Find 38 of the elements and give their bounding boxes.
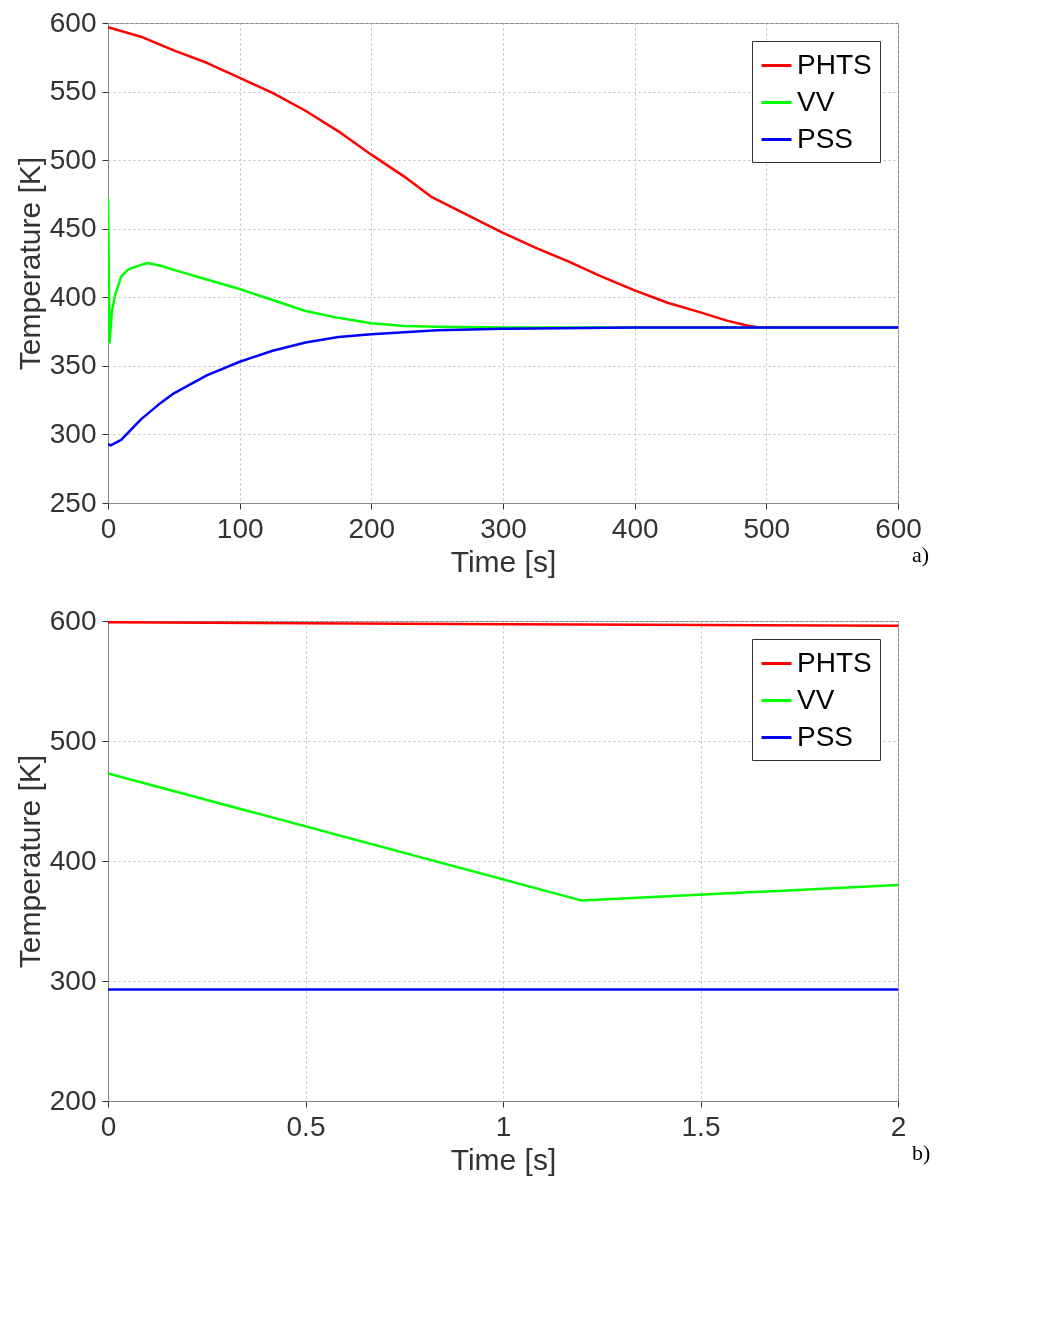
x-tick-label: 1.5 [681, 1110, 721, 1142]
x-tick-label: 300 [480, 512, 527, 544]
y-tick-label: 200 [49, 1084, 97, 1116]
x-tick-label: 200 [348, 512, 396, 544]
x-tick-label: 2 [890, 1110, 907, 1142]
text: b) [912, 1140, 931, 1165]
line-series [108, 326, 898, 447]
y-tick-label: 250 [49, 486, 97, 518]
y-tick-label: 600 [49, 6, 97, 38]
x-tick-label: 100 [216, 512, 264, 544]
legend-label: VV [797, 85, 835, 117]
y-tick-label: 300 [49, 964, 97, 996]
y-tick-label: 450 [49, 212, 97, 244]
y-axis-title: Temperature [K] [12, 754, 46, 969]
text: a) [912, 542, 930, 567]
y-tick-label: 400 [49, 844, 97, 876]
legend-label: VV [797, 683, 835, 715]
x-tick-label: 0.5 [286, 1110, 326, 1142]
x-axis-title: Time [s] [450, 1142, 557, 1176]
x-tick-label: 1 [495, 1110, 512, 1142]
x-axis-title: Time [s] [450, 544, 557, 578]
y-tick-label: 500 [49, 724, 97, 756]
y-tick-label: 500 [49, 143, 97, 175]
legend-label: PSS [797, 122, 854, 154]
x-tick-label: 500 [743, 512, 791, 544]
legend-label: PHTS [797, 48, 872, 80]
legend-label: PSS [797, 720, 854, 752]
y-tick-label: 400 [49, 280, 97, 312]
y-tick-label: 600 [49, 604, 97, 636]
y-tick-label: 550 [49, 75, 97, 107]
x-tick-label: 600 [875, 512, 922, 544]
y-axis-title: Temperature [K] [12, 156, 46, 371]
x-tick-label: 0 [100, 512, 117, 544]
x-tick-label: 400 [611, 512, 659, 544]
x-tick-label: 0 [100, 1110, 117, 1142]
y-tick-label: 350 [49, 349, 97, 381]
y-tick-label: 300 [49, 417, 97, 449]
legend-label: PHTS [797, 646, 872, 678]
